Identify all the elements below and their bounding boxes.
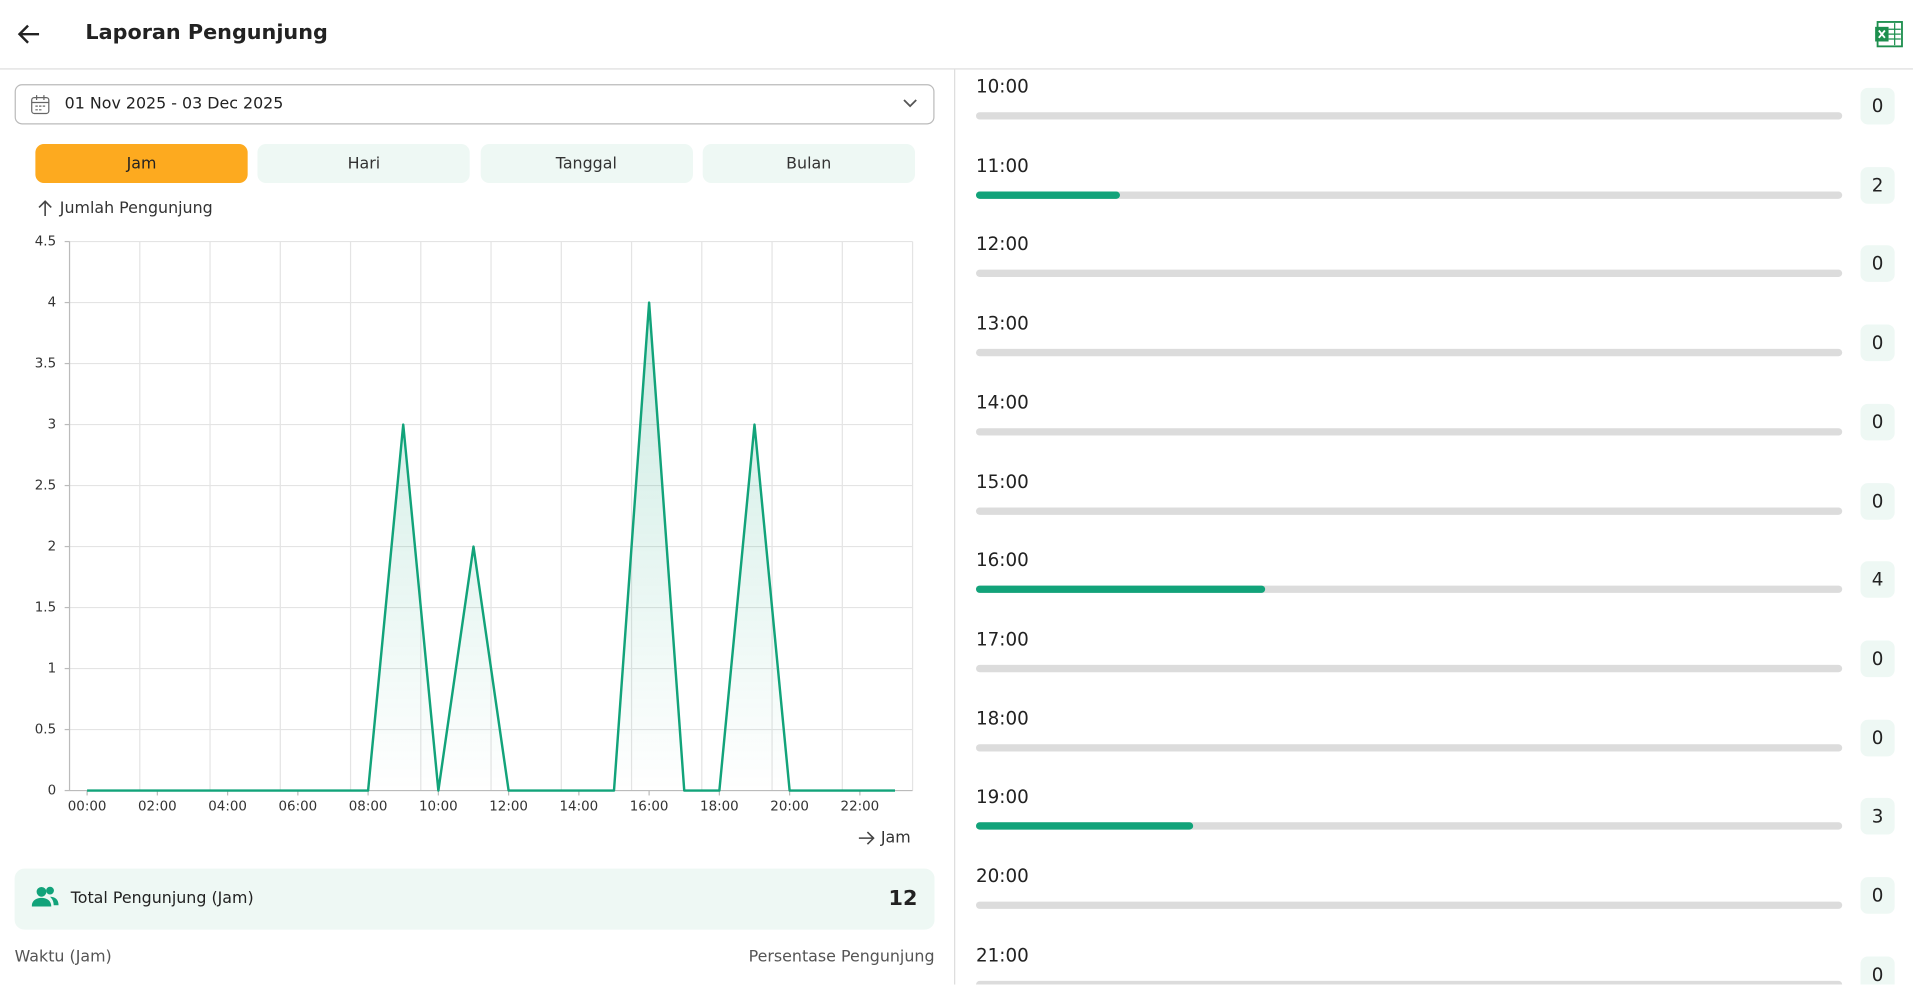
row-value: 4 <box>1860 561 1895 599</box>
bar-track <box>976 585 1843 594</box>
row-label: 17:00 <box>976 628 1029 651</box>
tab[interactable]: Tanggal <box>480 143 693 183</box>
row-value: 0 <box>1860 640 1895 677</box>
bar <box>976 585 1265 594</box>
people-icon <box>31 886 59 907</box>
y-tick-label: 0.5 <box>35 723 56 738</box>
chart: Jumlah Pengunjung Jam 0 0.5 1 1.5 2 2.5 3 3.5 4 4… <box>35 198 914 847</box>
row-label: 19:00 <box>976 786 1029 809</box>
row-value: 0 <box>1860 482 1895 520</box>
y-tick-label: 2.5 <box>35 479 56 494</box>
date-picker[interactable]: 01 Nov 2025 - 03 Dec 2025 <box>14 84 935 125</box>
x-tick-label: 18:00 <box>700 799 739 814</box>
row-label: 16:00 <box>976 549 1029 572</box>
row-label: 11:00 <box>976 154 1029 177</box>
x-tick-label: 22:00 <box>841 799 880 814</box>
x-tick-label: 04:00 <box>208 799 247 814</box>
export-excel[interactable] <box>1874 20 1906 49</box>
x-tick-label: 12:00 <box>489 799 528 814</box>
row-value: 0 <box>1860 87 1895 125</box>
row-value: 0 <box>1860 719 1895 756</box>
bar <box>976 822 1193 830</box>
back-button[interactable] <box>15 20 47 49</box>
bar-track <box>976 506 1843 515</box>
bar-track <box>976 349 1843 357</box>
y-axis-label: Jumlah Pengunjung <box>59 198 213 217</box>
bar-track <box>976 191 1843 199</box>
row-value: 0 <box>1860 324 1895 362</box>
x-axis-label: Jam <box>880 828 911 847</box>
x-tick-label: 10:00 <box>419 799 458 814</box>
column-right: Persentase Pengunjung <box>748 947 935 967</box>
row-label: 18:00 <box>976 707 1029 730</box>
page-title: Laporan Pengunjung <box>85 20 328 46</box>
y-tick-label: 1.5 <box>35 601 56 616</box>
total-value: 12 <box>888 886 918 912</box>
header-border <box>0 68 1913 70</box>
x-tick-label: 06:00 <box>279 799 318 814</box>
x-tick-label: 16:00 <box>630 799 669 814</box>
column-left: Waktu (Jam) <box>14 947 112 967</box>
chevron <box>903 99 917 108</box>
row-value: 0 <box>1860 245 1895 283</box>
bar-track <box>976 901 1843 909</box>
line <box>87 301 895 792</box>
row-label: 15:00 <box>976 470 1029 493</box>
y-tick-label: 3 <box>48 418 57 433</box>
calendar-icon <box>31 95 50 115</box>
bar-track <box>976 822 1843 830</box>
row-value: 0 <box>1860 877 1895 914</box>
x-tick-label: 00:00 <box>68 799 107 814</box>
row-value: 0 <box>1860 956 1895 985</box>
y-tick-label: 1 <box>48 662 57 677</box>
x-arrow <box>858 831 875 845</box>
bar-track <box>976 743 1843 752</box>
row-label: 12:00 <box>976 233 1029 256</box>
y-tick-label: 4 <box>48 296 57 311</box>
tab[interactable]: Jam <box>35 143 248 183</box>
row-value: 0 <box>1860 403 1895 441</box>
x-tick-label: 14:00 <box>560 799 599 814</box>
row-value: 3 <box>1860 798 1895 835</box>
y-arrow <box>38 200 52 216</box>
row-label: 20:00 <box>976 864 1029 887</box>
y-tick-label: 2 <box>48 540 57 555</box>
bar-track <box>976 112 1843 120</box>
total-card: Total Pengunjung (Jam) 12 <box>14 868 935 930</box>
x-tick-label: 08:00 <box>349 799 388 814</box>
y-tick-label: 4.5 <box>35 235 56 250</box>
bar-track <box>976 664 1843 673</box>
date-range: 01 Nov 2025 - 03 Dec 2025 <box>64 95 284 114</box>
row-label: 14:00 <box>976 391 1029 414</box>
row-label: 10:00 <box>976 75 1029 98</box>
bar <box>976 191 1121 199</box>
area <box>87 302 895 791</box>
row-value: 2 <box>1860 166 1895 204</box>
y-tick-label: 0 <box>48 784 57 799</box>
divider <box>954 69 956 985</box>
bar-track <box>976 270 1843 278</box>
tab[interactable]: Hari <box>257 143 471 183</box>
total-label: Total Pengunjung (Jam) <box>70 889 254 908</box>
x-tick-label: 20:00 <box>770 799 809 814</box>
bar-track <box>976 427 1843 436</box>
tab[interactable]: Bulan <box>702 143 915 183</box>
row-label: 13:00 <box>976 312 1029 335</box>
y-tick-label: 3.5 <box>35 357 56 372</box>
row-label: 21:00 <box>976 943 1029 966</box>
x-tick-label: 02:00 <box>138 799 177 814</box>
bar-track <box>976 980 1843 985</box>
